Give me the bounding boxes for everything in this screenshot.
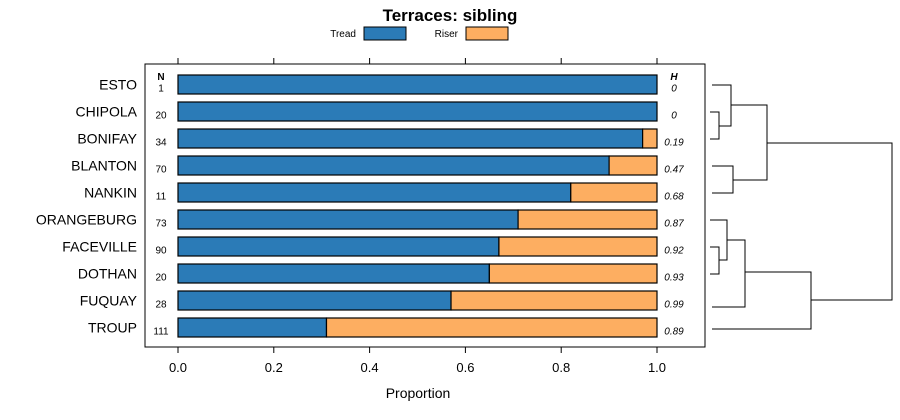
h-value: 0.89 — [664, 327, 684, 338]
category-label: ESTO — [99, 77, 137, 93]
x-axis: 0.0 0.2 0.4 0.6 0.8 1.0 — [169, 58, 666, 375]
dendro-branch-top-group — [731, 104, 768, 181]
legend-label-riser: Riser — [435, 29, 459, 40]
bar-segment-riser — [498, 236, 658, 257]
h-value: 0.99 — [664, 300, 684, 311]
h-value: 0 — [671, 111, 677, 122]
category-label: CHIPOLA — [76, 104, 138, 120]
dendro-branch-mid-group — [712, 239, 746, 308]
n-value: 73 — [155, 219, 167, 230]
bar-segment-tread — [177, 128, 644, 149]
dendro-branch-blanton-nankin — [712, 165, 734, 194]
tick-label: 0.4 — [361, 360, 379, 375]
tick-label: 0.6 — [456, 360, 474, 375]
bar-segment-riser — [517, 209, 658, 230]
h-value: 0.87 — [664, 219, 684, 230]
n-value: 11 — [156, 192, 167, 203]
legend: Tread Riser — [330, 26, 509, 41]
n-value: 1 — [158, 84, 164, 95]
bar-segment-riser — [642, 128, 658, 149]
h-value: 0.47 — [664, 165, 684, 176]
x-axis-label: Proportion — [386, 385, 451, 401]
bar-segment-tread — [177, 74, 658, 95]
dendro-branch-top-root — [767, 142, 893, 301]
bar-rows: ESTO 1 0 CHIPOLA 20 0 BONIFAY 34 0.19 BLANTON 70 0.… — [36, 74, 684, 338]
dendro-branch-faceville-dothan — [710, 246, 720, 275]
n-value: 111 — [153, 327, 169, 338]
category-label: ORANGEBURG — [36, 212, 137, 228]
dendrogram — [710, 84, 893, 330]
category-label: NANKIN — [84, 185, 137, 201]
legend-swatch-tread — [363, 26, 407, 41]
category-label: BLANTON — [71, 158, 137, 174]
bar-segment-tread — [177, 236, 500, 257]
bar-segment-tread — [177, 263, 490, 284]
bar-segment-riser — [450, 290, 658, 311]
legend-label-tread: Tread — [330, 29, 356, 40]
dendro-branch-esto-chipola — [712, 84, 732, 127]
bar-segment-tread — [177, 290, 452, 311]
category-label: FACEVILLE — [62, 239, 137, 255]
bar-segment-tread — [177, 317, 328, 338]
legend-swatch-riser — [465, 26, 509, 41]
bar-segment-riser — [488, 263, 658, 284]
dendro-branch-bottom-group — [712, 271, 812, 330]
h-value: 0.92 — [664, 246, 684, 257]
n-value: 34 — [155, 138, 167, 149]
bar-segment-tread — [177, 101, 658, 122]
category-label: FUQUAY — [80, 293, 138, 309]
dendro-branch-chipola-bonifay — [710, 111, 720, 140]
bar-segment-riser — [325, 317, 658, 338]
n-value: 70 — [155, 165, 167, 176]
h-header: H — [670, 72, 678, 83]
bar-segment-riser — [608, 155, 658, 176]
plot-frame — [144, 63, 706, 348]
tick-label: 0.2 — [265, 360, 283, 375]
n-value: 28 — [155, 300, 167, 311]
bar-segment-riser — [570, 182, 658, 203]
h-value: 0.19 — [664, 138, 684, 149]
category-label: BONIFAY — [77, 131, 137, 147]
n-value: 20 — [155, 111, 167, 122]
bar-segment-tread — [177, 209, 519, 230]
n-value: 20 — [155, 273, 167, 284]
h-value: 0 — [671, 84, 677, 95]
category-label: TROUP — [88, 320, 137, 336]
n-header: N — [157, 72, 164, 83]
h-value: 0.68 — [664, 192, 684, 203]
bar-segment-tread — [177, 182, 572, 203]
tick-label: 0.8 — [552, 360, 570, 375]
h-value: 0.93 — [664, 273, 684, 284]
n-value: 90 — [155, 246, 167, 257]
category-label: DOTHAN — [78, 266, 137, 282]
chart-title: Terraces: sibling — [383, 6, 518, 25]
bar-segment-tread — [177, 155, 610, 176]
tick-label: 1.0 — [648, 360, 666, 375]
tick-label: 0.0 — [169, 360, 187, 375]
